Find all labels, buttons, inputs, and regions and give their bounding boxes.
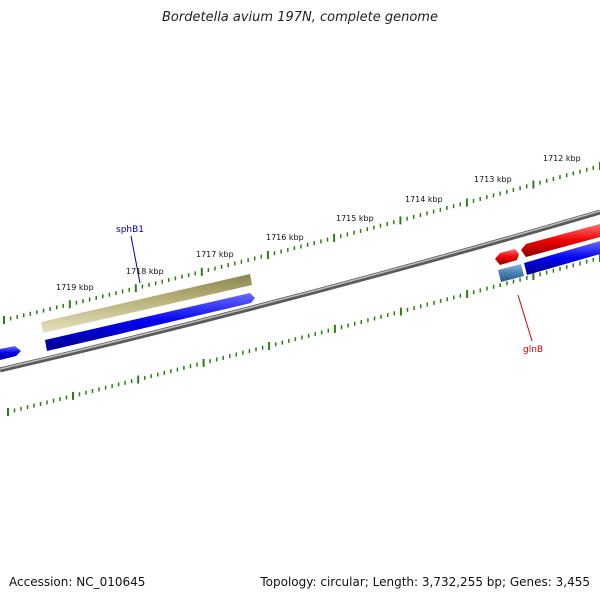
reverse-gene-arrow-right[interactable]	[524, 241, 600, 275]
outer-tick-ring	[3, 162, 600, 324]
forward-gene-arrow-small[interactable]	[495, 249, 519, 265]
sphB1-leader-line	[130, 235, 141, 284]
tick-label: 1712 kbp	[543, 154, 581, 163]
sphB1-feature-bar[interactable]	[41, 274, 252, 333]
tick-label: 1719 kbp	[56, 283, 94, 292]
tick-label: 1713 kbp	[474, 175, 512, 184]
glnB-leader-line	[517, 294, 533, 342]
inner-tick-ring	[7, 254, 600, 416]
accession-text: Accession: NC_010645	[9, 575, 146, 589]
genome-summary-text: Topology: circular; Length: 3,732,255 bp…	[260, 575, 590, 589]
tick-label: 1716 kbp	[266, 233, 304, 242]
map-title: Bordetella avium 197N, complete genome	[162, 10, 438, 25]
glnB-gene[interactable]	[498, 264, 524, 282]
genome-backbone-highlight	[0, 210, 600, 370]
forward-gene-arrow-large[interactable]	[521, 224, 600, 257]
reverse-gene-arrow[interactable]	[45, 293, 255, 351]
tick-label: 1715 kbp	[336, 214, 374, 223]
tick-label: 1717 kbp	[196, 250, 234, 259]
sphB1-label[interactable]: sphB1	[116, 225, 144, 235]
tick-label: 1718 kbp	[126, 267, 164, 276]
genome-backbone	[0, 209, 600, 373]
glnB-label[interactable]: glnB	[523, 345, 543, 355]
reverse-gene-arrow-left[interactable]	[0, 346, 21, 360]
tick-label: 1714 kbp	[405, 195, 443, 204]
